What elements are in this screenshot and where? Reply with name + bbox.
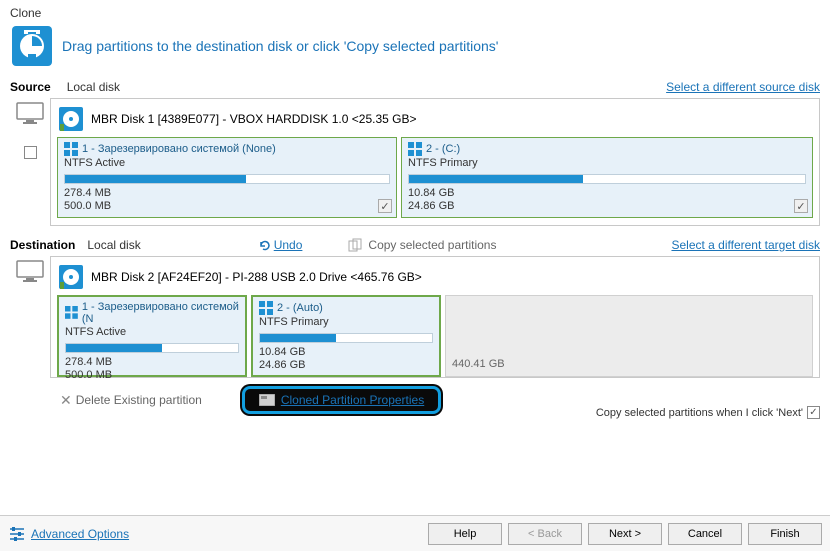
next-button[interactable]: Next > bbox=[588, 523, 662, 545]
partition-total: 500.0 MB bbox=[64, 200, 111, 212]
partition-used: 10.84 GB bbox=[259, 346, 305, 358]
free-space-region[interactable]: 440.41 GB bbox=[445, 295, 813, 377]
delete-existing-button[interactable]: ✕ Delete Existing partition bbox=[60, 392, 202, 409]
undo-button[interactable]: Undo bbox=[257, 238, 303, 252]
source-local-disk: Local disk bbox=[67, 80, 120, 94]
advanced-options-label: Advanced Options bbox=[31, 527, 129, 541]
partition-checkbox[interactable]: ✓ bbox=[378, 199, 392, 213]
hdd-icon bbox=[57, 263, 85, 291]
dest-local-disk: Local disk bbox=[87, 238, 140, 252]
monitor-icon bbox=[16, 260, 44, 284]
sliders-icon bbox=[8, 526, 26, 542]
partition-used: 278.4 MB bbox=[65, 356, 112, 368]
windows-icon bbox=[65, 306, 78, 320]
back-button: < Back bbox=[508, 523, 582, 545]
windows-icon bbox=[259, 301, 273, 315]
partition-checkbox[interactable]: ✓ bbox=[794, 199, 808, 213]
page-subtitle: Drag partitions to the destination disk … bbox=[62, 38, 498, 54]
source-disk-checkbox[interactable] bbox=[24, 146, 37, 159]
dest-partition-0[interactable]: 1 - Зарезервировано системой (N NTFS Act… bbox=[57, 295, 247, 377]
cancel-button[interactable]: Cancel bbox=[668, 523, 742, 545]
partition-total: 24.86 GB bbox=[408, 200, 454, 212]
partition-name: 1 - Зарезервировано системой (None) bbox=[82, 143, 276, 155]
finish-button[interactable]: Finish bbox=[748, 523, 822, 545]
partition-type: NTFS Active bbox=[65, 326, 239, 338]
source-label: Source bbox=[10, 80, 51, 94]
dest-partition-1[interactable]: 2 - (Auto) NTFS Primary 10.84 GB24.86 GB bbox=[251, 295, 441, 377]
delete-icon: ✕ bbox=[60, 392, 72, 409]
partition-type: NTFS Primary bbox=[408, 157, 806, 169]
partition-name: 1 - Зарезервировано системой (N bbox=[82, 301, 239, 325]
copy-when-next-checkbox[interactable]: ✓ bbox=[807, 406, 820, 419]
partition-used: 278.4 MB bbox=[64, 187, 111, 199]
partition-used: 10.84 GB bbox=[408, 187, 454, 199]
copy-icon bbox=[348, 238, 364, 252]
copy-selected-button[interactable]: Copy selected partitions bbox=[348, 238, 496, 252]
select-source-link[interactable]: Select a different source disk bbox=[666, 80, 820, 94]
partition-type: NTFS Primary bbox=[259, 316, 433, 328]
source-partition-0[interactable]: 1 - Зарезервировано системой (None) NTFS… bbox=[57, 137, 397, 218]
free-space-size: 440.41 GB bbox=[452, 358, 505, 370]
partition-type: NTFS Active bbox=[64, 157, 390, 169]
destination-label: Destination bbox=[10, 238, 75, 252]
partition-total: 24.86 GB bbox=[259, 359, 305, 371]
partition-name: 2 - (C:) bbox=[426, 143, 460, 155]
delete-existing-label: Delete Existing partition bbox=[76, 393, 202, 407]
cloned-properties-link[interactable]: Cloned Partition Properties bbox=[281, 393, 424, 407]
cloned-properties-highlight: Cloned Partition Properties bbox=[242, 386, 441, 414]
source-partition-1[interactable]: 2 - (C:) NTFS Primary 10.84 GB24.86 GB ✓ bbox=[401, 137, 813, 218]
copy-when-next-label: Copy selected partitions when I click 'N… bbox=[596, 407, 803, 419]
partition-name: 2 - (Auto) bbox=[277, 302, 323, 314]
select-target-link[interactable]: Select a different target disk bbox=[671, 238, 820, 252]
hdd-icon bbox=[57, 105, 85, 133]
dest-disk-title: MBR Disk 2 [AF24EF20] - PI-288 USB 2.0 D… bbox=[91, 270, 422, 284]
copy-selected-label: Copy selected partitions bbox=[368, 238, 496, 252]
windows-icon bbox=[408, 142, 422, 156]
monitor-icon bbox=[16, 102, 44, 126]
properties-icon bbox=[259, 394, 275, 406]
windows-icon bbox=[64, 142, 78, 156]
clone-disk-icon bbox=[10, 24, 54, 68]
source-disk-title: MBR Disk 1 [4389E077] - VBOX HARDDISK 1.… bbox=[91, 112, 416, 126]
page-title: Clone bbox=[10, 6, 820, 20]
advanced-options-link[interactable]: Advanced Options bbox=[8, 526, 129, 542]
help-button[interactable]: Help bbox=[428, 523, 502, 545]
undo-label: Undo bbox=[274, 238, 303, 252]
